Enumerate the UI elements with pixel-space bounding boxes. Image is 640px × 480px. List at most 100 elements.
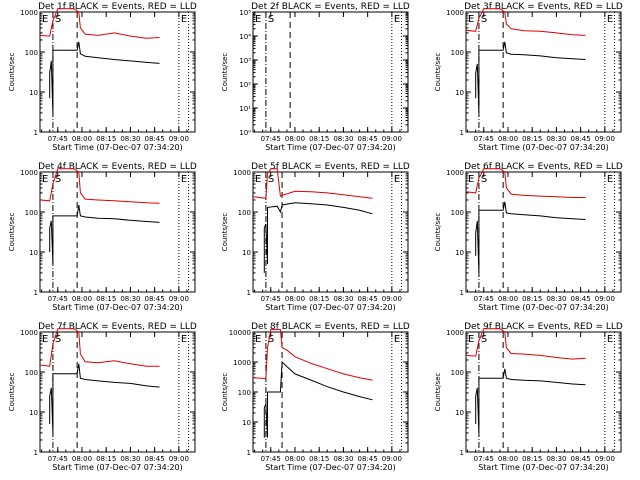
time-marker-label: S [268,14,274,25]
panel-title: Det 8f BLACK = Events, RED = LLD [251,322,410,332]
x-tick-label: 09:00 [595,295,615,303]
panel-title: Det 6f BLACK = Events, RED = LLD [464,162,623,172]
x-tick-label: 07:45 [261,455,281,463]
plot-frame [465,11,622,133]
x-tick-label: 07:45 [261,135,281,143]
x-tick-label: 08:15 [96,455,116,463]
x-tick-label: 08:45 [145,295,165,303]
x-tick-label: 08:00 [498,295,518,303]
x-tick-label: 08:45 [571,295,591,303]
y-axis-label: Counts/sec [8,53,16,92]
x-tick-label: 08:15 [309,135,329,143]
lld-series-line [39,8,160,39]
y-tick-label: 100 [25,49,38,57]
y-tick-label: 1000 [446,329,464,337]
lld-series-line [465,168,586,198]
lld-series-line [465,328,586,360]
y-axis-label: Counts/sec [8,373,16,412]
time-marker-label: E [255,174,261,185]
x-tick-label: 08:00 [285,455,305,463]
panel-title: Det 7f BLACK = Events, RED = LLD [38,322,197,332]
plot-frame [39,11,196,133]
y-tick-label: 10⁴ [239,33,251,41]
x-tick-label: 08:30 [120,135,140,143]
time-marker-label: E [181,174,187,185]
y-tick-label: 1 [460,129,464,137]
events-series-line [263,202,373,273]
events-series-line [49,41,160,113]
x-axis-label: Start Time (07-Dec-07 07:34:20) [52,463,183,472]
lld-series-line [465,8,586,36]
y-tick-label: 10 [455,89,464,97]
time-marker-label: E [394,14,400,25]
x-tick-label: 08:00 [498,455,518,463]
time-marker-label: S [481,14,487,25]
events-series-line [49,204,160,265]
plot-frame [39,171,196,293]
y-tick-label: 1000 [446,9,464,17]
time-marker-label: E [42,14,48,25]
x-tick-label: 08:30 [546,295,566,303]
time-marker-label: S [268,334,274,345]
y-tick-label: 1 [460,449,464,457]
events-series-line [49,363,160,433]
time-marker-label: E [468,174,474,185]
y-tick-label: 1 [34,129,38,137]
events-series-line [475,41,586,113]
time-marker-label: S [55,334,61,345]
x-tick-label: 08:30 [546,135,566,143]
y-tick-label: 100 [25,369,38,377]
x-tick-label: 07:45 [48,135,68,143]
y-tick-label: 1000 [20,329,38,337]
x-tick-label: 08:00 [285,295,305,303]
y-tick-label: 1 [460,289,464,297]
events-series-line [475,368,586,433]
time-marker-label: E [181,14,187,25]
x-tick-label: 07:45 [48,455,68,463]
plot-frame [252,171,409,293]
y-tick-label: 10 [242,419,251,427]
y-tick-label: 100 [451,209,464,217]
y-tick-label: 10⁵ [239,9,251,17]
x-tick-label: 07:45 [474,135,494,143]
x-tick-label: 08:30 [333,455,353,463]
time-marker-label: S [481,334,487,345]
y-tick-label: 10 [29,89,38,97]
x-tick-label: 08:15 [522,295,542,303]
y-tick-label: 100 [451,369,464,377]
y-tick-label: 100 [25,209,38,217]
y-axis-label: Counts/sec [434,53,442,92]
x-tick-label: 07:45 [48,295,68,303]
y-tick-label: 1 [247,449,251,457]
y-tick-label: 10 [455,409,464,417]
x-tick-label: 08:00 [72,455,92,463]
y-tick-label: 10 [242,249,251,257]
y-tick-label: 1000 [20,169,38,177]
y-tick-label: 1000 [233,169,251,177]
plot-frame [465,171,622,293]
panel-title: Det 5f BLACK = Events, RED = LLD [251,162,410,172]
x-tick-label: 08:45 [145,135,165,143]
x-tick-label: 08:45 [571,455,591,463]
lld-series-line [252,329,373,381]
y-tick-label: 1000 [446,169,464,177]
x-tick-label: 09:00 [382,135,402,143]
x-axis-label: Start Time (07-Dec-07 07:34:20) [265,463,396,472]
y-tick-label: 100 [238,389,251,397]
y-tick-label: 10 [29,409,38,417]
x-tick-label: 09:00 [169,135,189,143]
panel-title: Det 4f BLACK = Events, RED = LLD [38,162,197,172]
x-tick-label: 09:00 [169,455,189,463]
y-tick-label: 10⁰ [239,129,251,137]
x-tick-label: 08:00 [72,295,92,303]
x-tick-label: 08:30 [120,455,140,463]
y-tick-label: 10² [239,81,251,89]
time-marker-label: E [394,174,400,185]
time-marker-label: E [255,334,261,345]
time-marker-label: E [255,14,261,25]
time-marker-label: S [55,174,61,185]
y-tick-label: 1 [247,289,251,297]
time-marker-label: S [481,174,487,185]
y-tick-label: 100 [451,49,464,57]
plot-frame [39,331,196,453]
